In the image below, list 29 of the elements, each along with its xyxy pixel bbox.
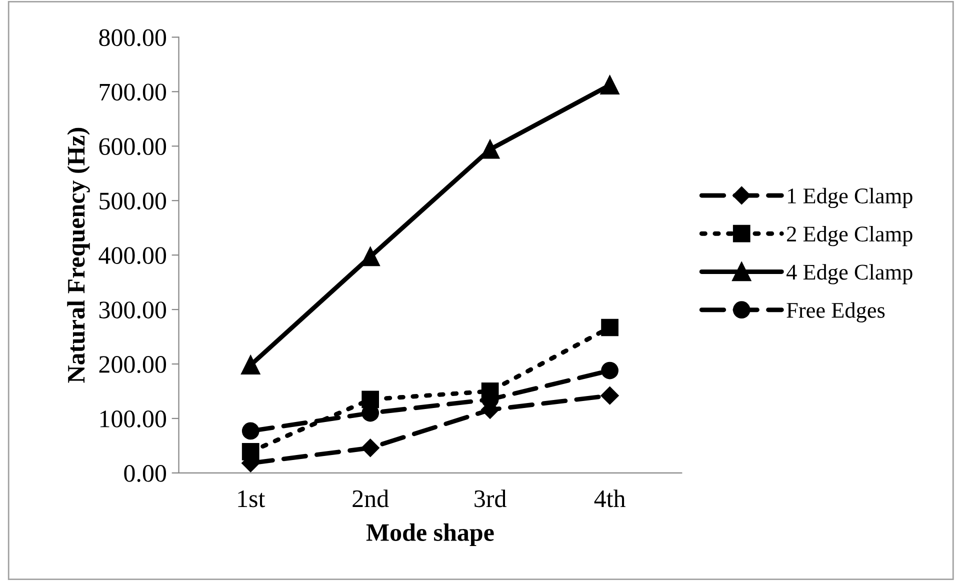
legend-label: 4 Edge Clamp <box>786 264 912 284</box>
point <box>601 318 618 336</box>
point <box>242 443 260 460</box>
y-tick-label: 100.00 <box>100 410 166 428</box>
point <box>362 390 380 408</box>
y-tick-label: 400.00 <box>98 247 166 264</box>
y-tick-label: 500.00 <box>100 192 166 210</box>
x-tick-label: 1st <box>238 490 266 508</box>
x-tick-label: 4th <box>594 490 626 508</box>
x-tick-label: 3rd <box>474 490 506 508</box>
y-axis-title: Natural Frequency (Hz) <box>67 128 90 383</box>
point <box>241 356 260 374</box>
point <box>480 140 500 159</box>
point <box>600 76 620 94</box>
point <box>600 386 619 404</box>
y-tick-label: 800.00 <box>99 29 166 46</box>
y-tick-label: 0.00 <box>124 464 166 482</box>
y-tick-label: 300.00 <box>99 302 166 319</box>
y-tick-label: 200.00 <box>99 356 166 374</box>
y-tick-label: 600.00 <box>99 138 166 156</box>
point <box>242 422 260 440</box>
x-axis-title: Mode shape <box>366 523 494 546</box>
point <box>601 362 618 380</box>
legend-label: 2 Edge Clamp <box>787 226 912 246</box>
y-tick-label: 700.00 <box>100 84 166 101</box>
legend-label: Free Edges <box>786 302 885 322</box>
point <box>361 438 380 457</box>
x-tick-label: 2nd <box>352 490 389 508</box>
legend-label: 1 Edge Clamp <box>788 188 912 208</box>
